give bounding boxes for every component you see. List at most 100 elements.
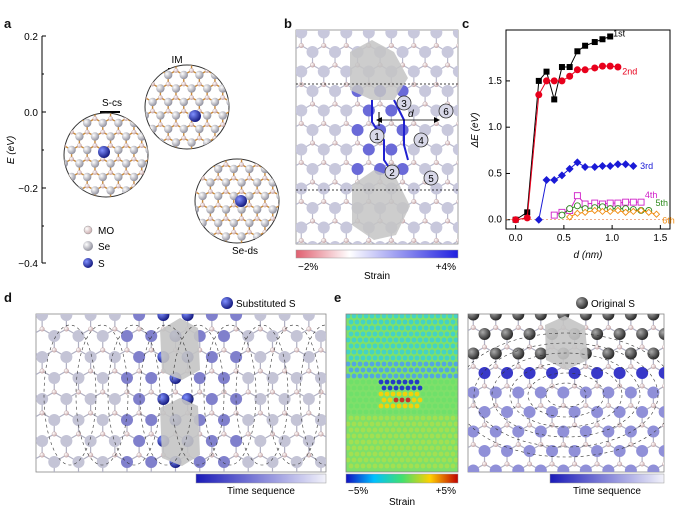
point-1-3	[543, 77, 551, 85]
site-2: 2	[384, 164, 400, 180]
svg-text:2: 2	[389, 168, 395, 179]
point-4-0	[558, 211, 566, 219]
chart-ylabel: ΔE (eV)	[470, 112, 481, 148]
series-line-1	[515, 65, 618, 221]
point-4-2	[573, 202, 581, 210]
svg-text:4: 4	[418, 136, 424, 147]
distance-d-label: d	[408, 109, 414, 120]
series-label-0: 1st	[613, 29, 626, 39]
point-1-2	[535, 91, 543, 99]
point-5-10	[645, 208, 653, 216]
legend-s: S	[98, 259, 105, 270]
level-label-se-ds: Se-ds	[232, 246, 258, 257]
chart-delta-e: ΔE (eV) d (nm) 0.0 0.5 1.0 1.5 0.0 0.5 1.0 1.5 1…	[470, 29, 675, 261]
point-5-6	[614, 206, 622, 215]
point-1-11	[606, 62, 614, 70]
point-5-1	[573, 209, 582, 217]
y-tick-label-2: 1.0	[488, 122, 502, 133]
b-cbar-min: −2%	[298, 262, 318, 273]
point-3-11	[637, 198, 645, 206]
b-site-markers: 1 2 3 4 5 6	[369, 95, 454, 186]
e-cbar-min: −5%	[348, 486, 368, 497]
point-2-7	[590, 162, 599, 171]
point-0-2	[535, 77, 542, 84]
svg-text:3: 3	[401, 99, 407, 110]
legend-se: Se	[98, 242, 111, 253]
site-1: 1	[369, 128, 385, 144]
series-label-2: 3rd	[640, 161, 653, 171]
point-1-0	[512, 216, 520, 224]
chart-xlabel: d (nm)	[574, 250, 603, 261]
point-2-10	[613, 160, 622, 169]
structure-se-ds	[194, 158, 280, 244]
point-3-0	[550, 211, 558, 219]
structure-s-cs	[63, 112, 149, 198]
point-5-8	[629, 207, 637, 216]
point-3-3	[573, 192, 581, 200]
e-strain-colorbar: −5% +5% Strain	[345, 473, 459, 508]
a-ytick-0: 0.2	[24, 32, 38, 43]
a-ytick-2: −0.2	[18, 184, 38, 195]
point-3-9	[622, 198, 630, 206]
legend-mo: MO	[98, 226, 114, 237]
point-5-5	[606, 207, 614, 216]
site-6: 6	[438, 103, 454, 119]
x-tick-label-3: 1.5	[653, 233, 667, 244]
point-0-9	[591, 39, 598, 46]
e-time-colorbar: Time sequence	[549, 473, 665, 497]
legend-substituted-s: Substituted S	[221, 297, 296, 310]
panel-label-e: e	[334, 290, 342, 305]
point-0-4	[551, 96, 558, 103]
svg-text:6: 6	[443, 107, 449, 118]
series-label-1: 2nd	[622, 67, 637, 77]
b-cbar-label: Strain	[364, 271, 390, 282]
point-0-7	[574, 48, 581, 55]
point-5-0	[566, 213, 574, 221]
a-ytick-1: 0.0	[24, 108, 38, 119]
e-cbar-label: Strain	[389, 497, 415, 508]
level-label-im: IM	[171, 55, 182, 66]
legend-original-s: Original S	[576, 297, 635, 310]
point-4-1	[566, 205, 574, 213]
panel-label-d: d	[4, 290, 12, 305]
point-1-6	[566, 72, 574, 80]
point-2-5	[573, 158, 582, 167]
point-2-9	[606, 162, 615, 171]
panel-e-structure	[467, 313, 665, 473]
point-2-4	[565, 164, 574, 173]
x-tick-label-2: 1.0	[605, 233, 619, 244]
point-3-7	[606, 199, 614, 207]
point-2-1	[542, 175, 551, 184]
svg-text:1: 1	[374, 132, 380, 143]
level-label-s-cs: S-cs	[102, 98, 122, 109]
panel-label-a: a	[4, 16, 12, 31]
point-5-4	[598, 207, 607, 216]
point-0-11	[607, 33, 614, 40]
svg-text:5: 5	[428, 174, 434, 185]
point-0-10	[599, 36, 606, 43]
b-strain-colorbar: −2% +4% Strain	[295, 249, 459, 282]
point-0-8	[582, 42, 589, 49]
point-0-6	[566, 64, 573, 71]
point-1-9	[591, 64, 599, 72]
series-label-3: 4th	[645, 190, 658, 200]
point-1-7	[573, 66, 581, 74]
panel-a-axes: 0.2 0.0 −0.2 −0.4 E (eV)	[6, 32, 46, 270]
point-0-1	[524, 209, 531, 216]
point-5-3	[591, 206, 599, 215]
x-tick-label-0: 0.0	[509, 233, 523, 244]
point-5-7	[621, 208, 630, 216]
panel-label-c: c	[462, 16, 470, 31]
point-1-10	[598, 62, 606, 70]
point-1-8	[581, 66, 589, 74]
site-5: 5	[423, 170, 439, 186]
panel-e-strain-map	[345, 313, 459, 473]
legend-original-s-label: Original S	[591, 299, 635, 310]
y-tick-label-3: 1.5	[488, 76, 502, 87]
point-2-0	[534, 215, 543, 224]
point-0-3	[543, 68, 550, 75]
point-2-3	[557, 171, 566, 180]
point-1-12	[614, 63, 622, 71]
point-5-9	[637, 206, 645, 215]
